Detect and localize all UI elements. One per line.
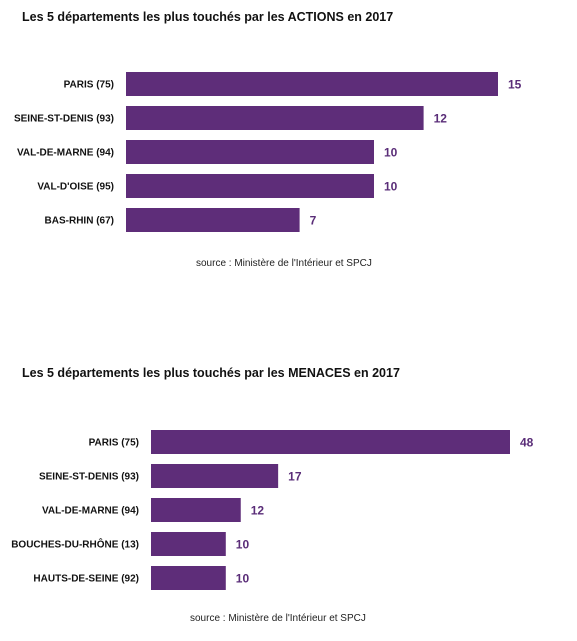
bar [151,498,241,522]
bar [151,464,279,488]
chart-title: Les 5 départements les plus touchés par … [22,366,400,380]
value-label: 10 [384,180,398,194]
category-label: BOUCHES-DU-RHÔNE (13) [11,538,139,551]
value-label: 15 [508,78,522,92]
bar [126,140,374,164]
value-label: 12 [251,504,265,518]
value-label: 12 [434,112,448,126]
bar [151,532,226,556]
category-label: HAUTS-DE-SEINE (92) [33,574,139,585]
value-label: 7 [310,214,317,228]
value-label: 10 [236,572,250,586]
bar [126,174,374,198]
category-label: SEINE-ST-DENIS (93) [39,472,139,483]
value-label: 10 [384,146,398,160]
menaces-chart: Les 5 départements les plus touchés par … [0,356,577,641]
value-label: 17 [288,470,302,484]
category-label: VAL-DE-MARNE (94) [17,148,114,159]
actions-chart: Les 5 départements les plus touchés par … [0,0,577,290]
bar [126,208,300,232]
category-label: VAL-DE-MARNE (94) [42,506,139,517]
chart-title: Les 5 départements les plus touchés par … [22,10,394,24]
bar [126,106,424,130]
bar [126,72,498,96]
menaces-bar-chart: PARIS (75) 48 SEINE-ST-DENIS (93) 17 VAL-DE-… [11,430,534,590]
bar [151,566,226,590]
actions-bar-chart: PARIS (75) 15 SEINE-ST-DENIS (93) 12 VAL-DE-… [14,72,522,232]
chart-source: source : Ministère de l'Intérieur et SPC… [196,258,372,269]
category-label: PARIS (75) [64,80,114,91]
value-label: 10 [236,538,250,552]
value-label: 48 [520,436,534,450]
bar [151,430,510,454]
chart-source: source : Ministère de l'Intérieur et SPC… [190,613,366,624]
category-label: VAL-D'OISE (95) [37,182,114,193]
category-label: PARIS (75) [89,438,139,449]
category-label: SEINE-ST-DENIS (93) [14,114,114,125]
category-label: BAS-RHIN (67) [45,216,114,227]
